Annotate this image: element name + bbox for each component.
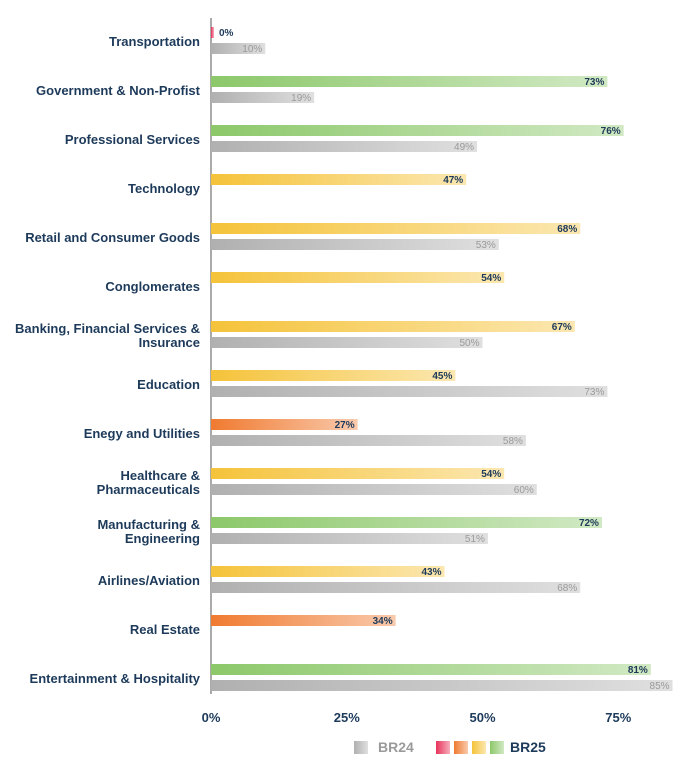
- data-label-br25: 54%: [481, 273, 501, 284]
- bar-br25: [211, 419, 358, 430]
- data-label-br24: 68%: [557, 583, 577, 594]
- category-label: Professional Services: [65, 132, 200, 147]
- data-label-br24: 49%: [454, 142, 474, 153]
- bar-br24: [211, 239, 499, 250]
- data-label-br25: 47%: [443, 175, 463, 186]
- data-label-br25: 54%: [481, 469, 501, 480]
- data-label-br24: 19%: [291, 93, 311, 104]
- bar-br24: [211, 484, 537, 495]
- data-label-br25: 27%: [335, 420, 355, 431]
- x-tick-label: 75%: [605, 710, 631, 725]
- data-label-br24: 50%: [459, 338, 479, 349]
- data-label-br25: 68%: [557, 224, 577, 235]
- category-label: Banking, Financial Services & Insurance: [15, 321, 200, 350]
- category-label: Real Estate: [130, 622, 200, 637]
- legend-label-br25: BR25: [510, 739, 546, 755]
- bar-br25: [211, 664, 651, 675]
- bar-br25: [211, 174, 467, 185]
- data-label-br25: 72%: [579, 518, 599, 529]
- category-label: Healthcare & Pharmaceuticals: [97, 468, 200, 497]
- x-tick-label: 0%: [202, 710, 221, 725]
- x-tick-label: 50%: [469, 710, 495, 725]
- bar-br24: [211, 43, 266, 54]
- data-label-br24: 85%: [650, 681, 670, 692]
- bar-br25: [211, 76, 608, 87]
- bar-br25: [211, 272, 505, 283]
- bar-br25: [211, 615, 396, 626]
- category-label: Technology: [128, 181, 201, 196]
- data-label-br25: 81%: [628, 665, 648, 676]
- category-label: Conglomerates: [105, 279, 200, 294]
- data-label-br24: 58%: [503, 436, 523, 447]
- data-label-br25: 76%: [601, 126, 621, 137]
- category-label: Government & Non-Profist: [36, 83, 201, 98]
- bar-br24: [211, 92, 315, 103]
- category-label: Entertainment & Hospitality: [30, 671, 201, 686]
- data-label-br24: 10%: [242, 44, 262, 55]
- bar-br25: [211, 370, 456, 381]
- data-label-br25: 34%: [373, 616, 393, 627]
- bar-br25: [211, 566, 445, 577]
- bar-br25: [211, 517, 602, 528]
- data-label-br24: 53%: [476, 240, 496, 251]
- legend-swatch-br25-yellow: [472, 741, 486, 754]
- legend-swatch-br25-red: [436, 741, 450, 754]
- data-label-br24: 51%: [465, 534, 485, 545]
- x-tick-label: 25%: [334, 710, 360, 725]
- legend-swatch-br25-green: [490, 741, 504, 754]
- bar-br24: [211, 141, 478, 152]
- data-label-br25: 67%: [552, 322, 572, 333]
- legend-swatch-br25-orange: [454, 741, 468, 754]
- bar-br24: [211, 435, 526, 446]
- bar-br24: [211, 386, 608, 397]
- legend-label-br24: BR24: [378, 739, 414, 755]
- data-label-br25: 0%: [219, 28, 234, 39]
- data-label-br25: 43%: [421, 567, 441, 578]
- data-label-br24: 73%: [584, 387, 604, 398]
- data-label-br25: 45%: [432, 371, 452, 382]
- legend-swatch-br24: [354, 741, 368, 754]
- category-label: Transportation: [109, 34, 200, 49]
- bar-br25: [211, 321, 575, 332]
- data-label-br25: 73%: [584, 77, 604, 88]
- category-label: Manufacturing & Engineering: [97, 517, 200, 546]
- bar-br25: [211, 27, 214, 38]
- bar-br24: [211, 533, 488, 544]
- bar-br24: [211, 680, 673, 691]
- bar-br24: [211, 582, 581, 593]
- bar-br25: [211, 125, 624, 136]
- category-label: Education: [137, 377, 200, 392]
- bar-br25: [211, 468, 505, 479]
- bar-br25: [211, 223, 581, 234]
- data-label-br24: 60%: [514, 485, 534, 496]
- category-label: Airlines/Aviation: [98, 573, 200, 588]
- category-label: Retail and Consumer Goods: [25, 230, 200, 245]
- bar-br24: [211, 337, 483, 348]
- category-label: Enegy and Utilities: [84, 426, 200, 441]
